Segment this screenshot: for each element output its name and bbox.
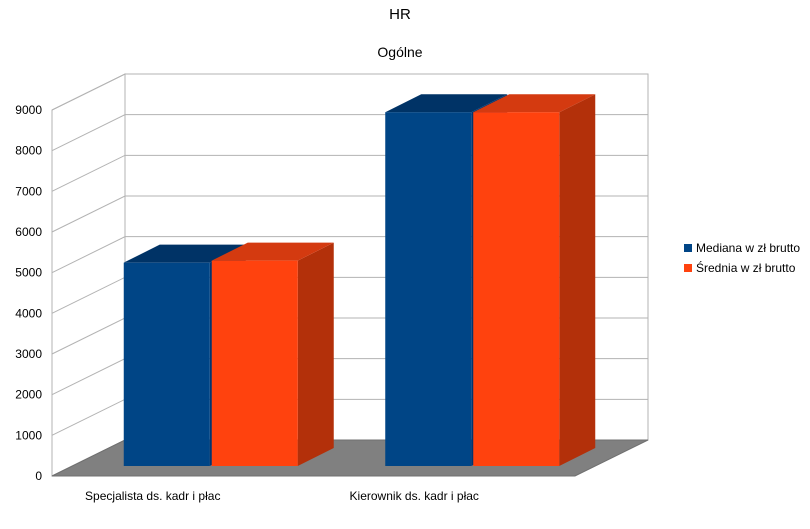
gridline xyxy=(51,73,648,111)
y-tick-label: 1000 xyxy=(15,428,42,442)
bar-top-1-0 xyxy=(211,242,334,261)
chart-subtitle: Ogólne xyxy=(377,44,423,60)
y-tick-label: 8000 xyxy=(15,144,42,158)
bar-top-0-0 xyxy=(123,244,246,263)
bar-0-1 xyxy=(385,112,472,466)
legend-item-mediana: Mediana w zł brutto xyxy=(684,238,800,258)
bar-side-1-0 xyxy=(297,242,334,466)
bar-0-0 xyxy=(123,262,210,466)
y-tick-label: 5000 xyxy=(15,266,42,280)
bar-top-0-1 xyxy=(385,94,508,113)
y-tick-label: 9000 xyxy=(15,103,42,117)
y-tick-label: 0 xyxy=(35,469,42,483)
legend-label-mediana: Mediana w zł brutto xyxy=(696,241,801,255)
legend-swatch-srednia xyxy=(684,264,692,272)
bar-1-0 xyxy=(211,260,298,466)
legend: Mediana w zł brutto Średnia w zł brutto xyxy=(684,238,800,278)
x-tick-label: Specjalista ds. kadr i płac xyxy=(85,489,220,503)
legend-swatch-mediana xyxy=(684,244,692,252)
bar-1-1 xyxy=(473,112,560,466)
side-wall xyxy=(51,73,126,477)
y-tick-label: 6000 xyxy=(15,225,42,239)
legend-item-srednia: Średnia w zł brutto xyxy=(684,258,800,278)
chart-title: HR xyxy=(389,6,411,23)
y-tick-label: 7000 xyxy=(15,184,42,198)
y-tick-label: 2000 xyxy=(15,388,42,402)
y-tick-label: 4000 xyxy=(15,306,42,320)
bar-top-1-1 xyxy=(473,94,596,113)
legend-label-srednia: Średnia w zł brutto xyxy=(696,261,796,275)
x-tick-label: Kierownik ds. kadr i płac xyxy=(350,489,479,503)
bar-side-1-1 xyxy=(559,94,596,466)
y-tick-label: 3000 xyxy=(15,347,42,361)
